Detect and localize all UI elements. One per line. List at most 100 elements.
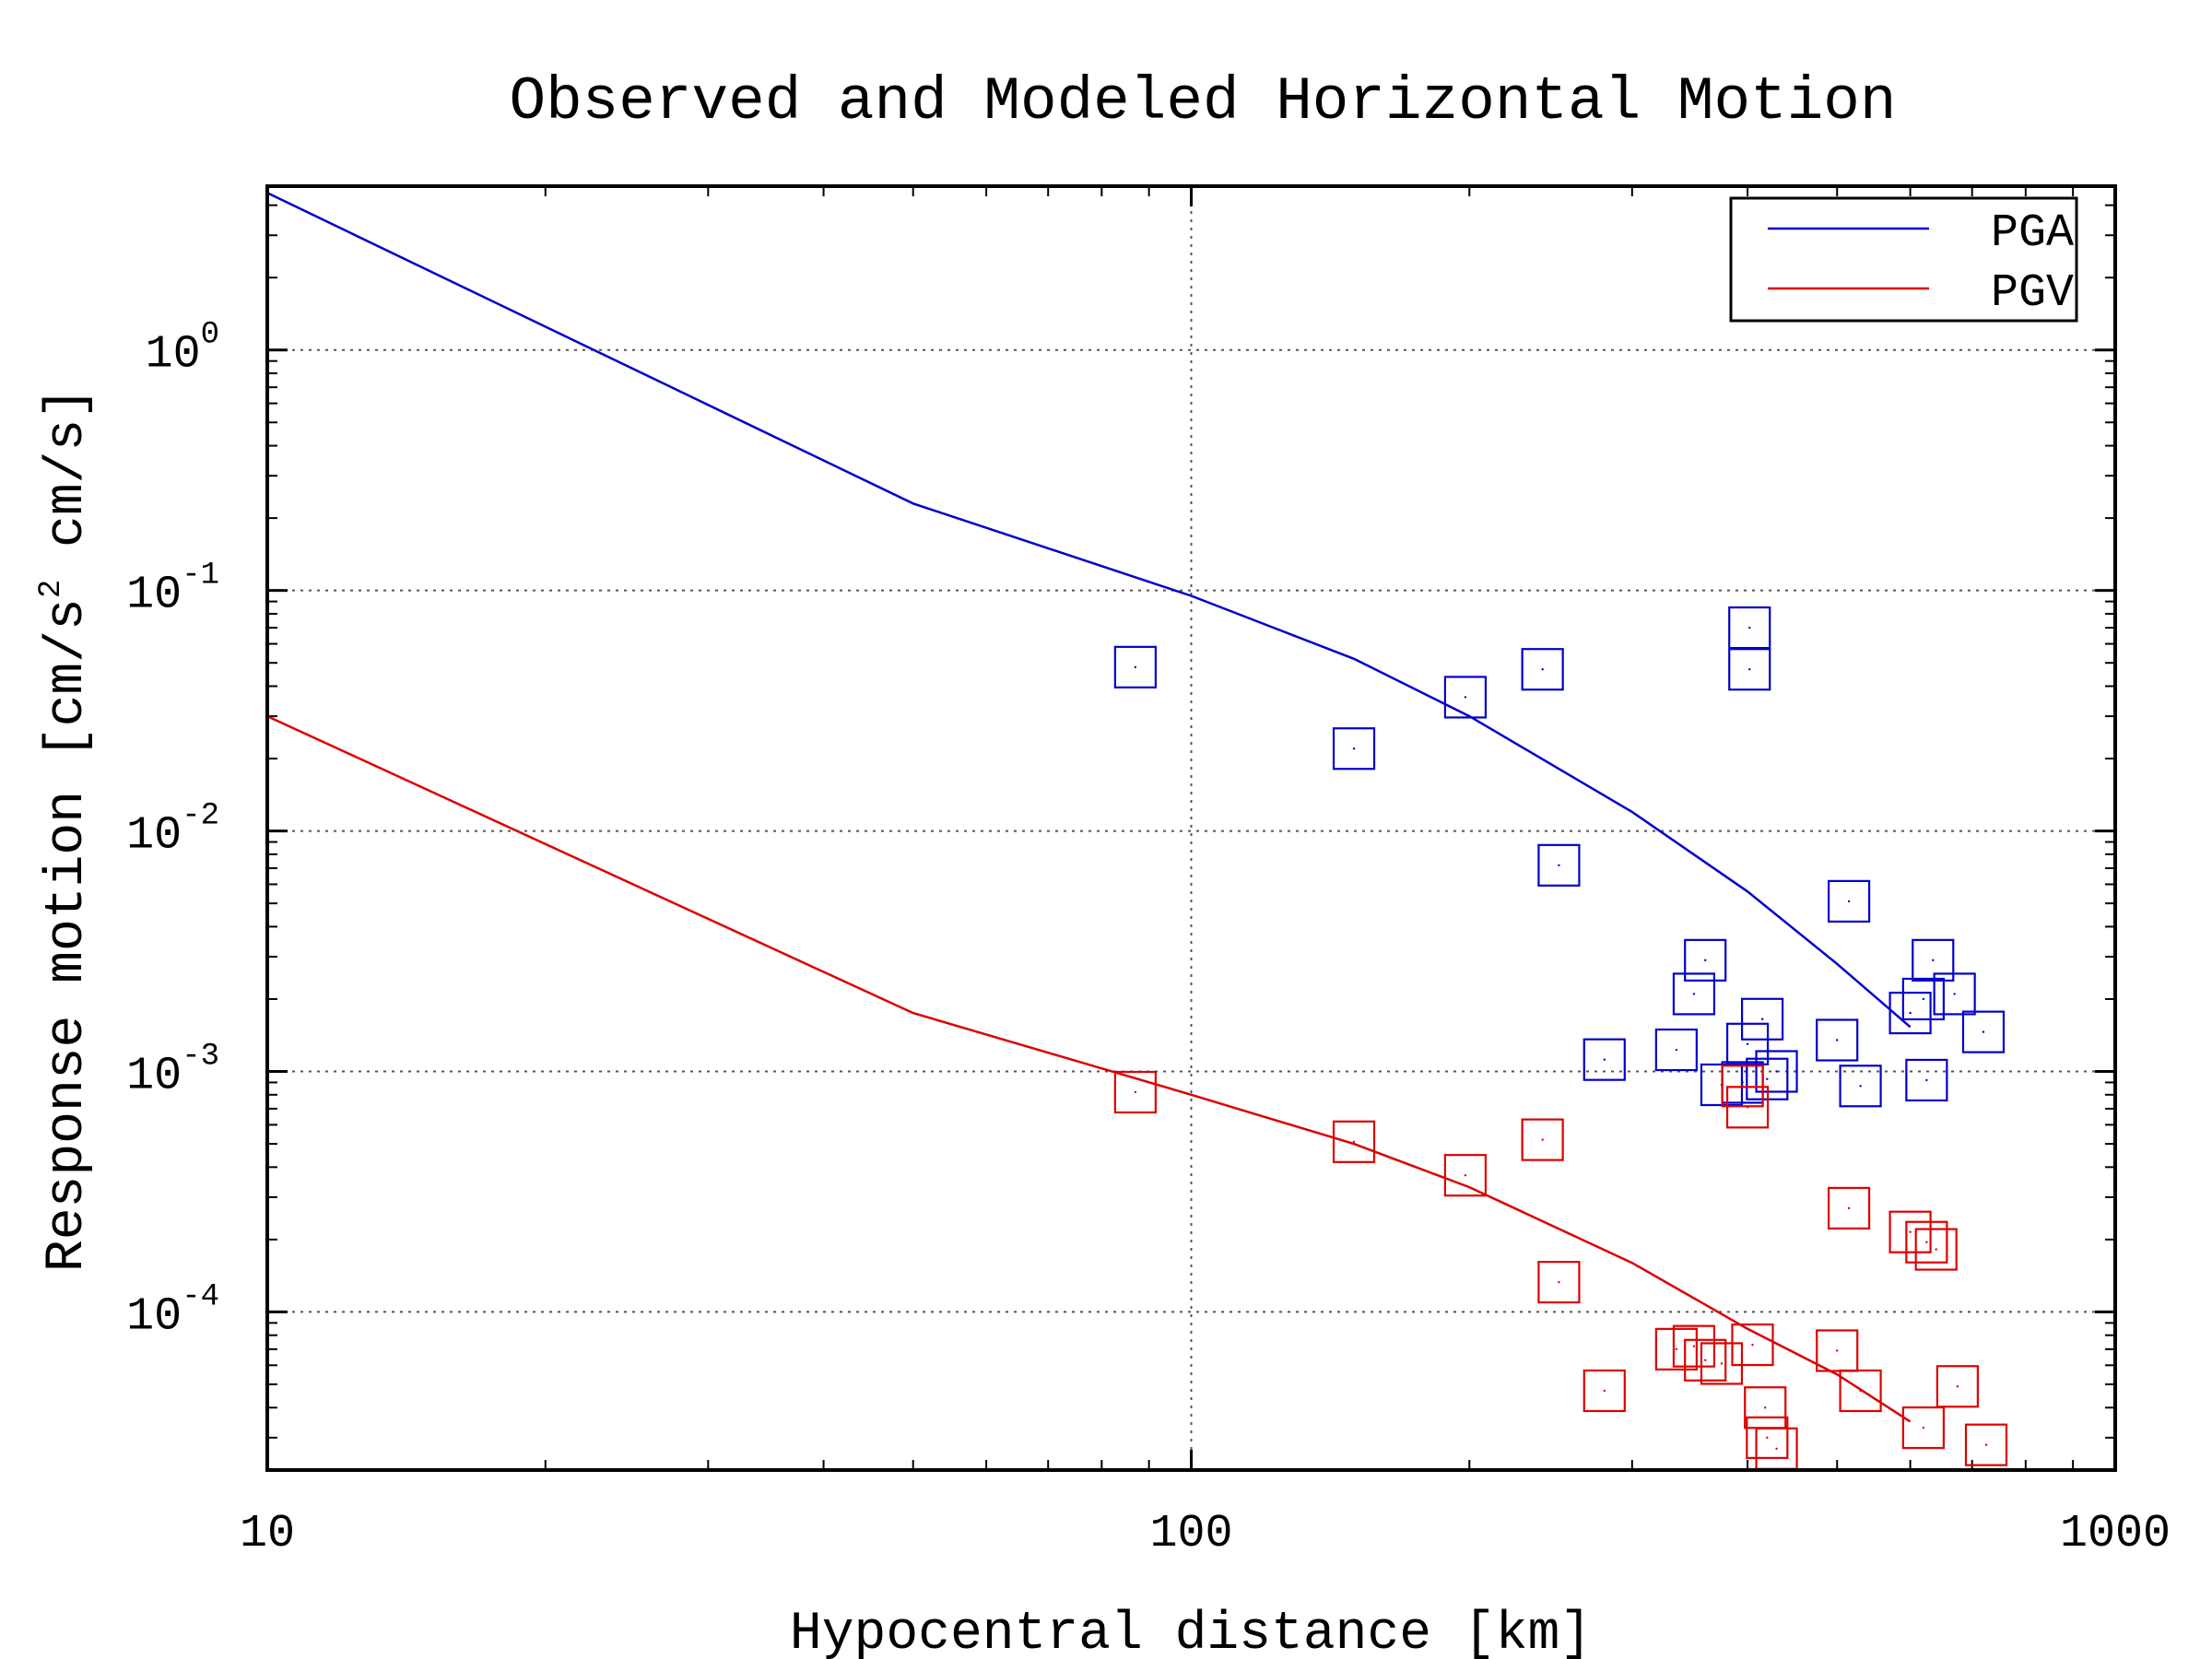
y-tick-label: 10-2 (126, 799, 219, 863)
observed-point-pgv (1134, 1090, 1137, 1094)
observed-point-pgv (1603, 1389, 1606, 1393)
legend-box (1729, 196, 2078, 323)
observed-point-pga (1748, 668, 1751, 671)
observed-point-pga (1925, 1078, 1928, 1082)
y-axis-label-suffix: cm/s] (38, 387, 98, 580)
x-tick-label: 1000 (2060, 1508, 2171, 1560)
observed-marker-pga (1332, 727, 1376, 771)
observed-marker-pga (1728, 648, 1771, 691)
observed-point-pga (1847, 900, 1851, 903)
model-lines (266, 192, 1912, 1423)
observed-marker-pga (1839, 1065, 1882, 1108)
observed-marker-pgv (1914, 1228, 1958, 1271)
model-line-pgv (266, 714, 1912, 1423)
observed-point-pgv (1836, 1349, 1839, 1352)
observed-point-pga (1541, 668, 1544, 671)
observed-marker-pgv (1672, 1324, 1716, 1368)
y-tick-label: 100 (146, 318, 219, 382)
observed-marker-pga (1583, 1038, 1626, 1081)
chart-title: Observed and Modeled Horizontal Motion (509, 67, 1896, 136)
model-line-pga (266, 192, 1912, 1029)
observed-marker-pgv (1839, 1369, 1882, 1413)
observed-point-pgv (1984, 1443, 1988, 1446)
observed-marker-pga (1912, 938, 1955, 982)
observed-marker-pga (1113, 645, 1157, 688)
observed-marker-pgv (1332, 1120, 1376, 1163)
observed-point-pgv (1541, 1138, 1544, 1141)
y-tick-label-base: 10 (126, 1051, 182, 1103)
observed-point-pga (1775, 1070, 1778, 1073)
observed-marker-pgv (1537, 1261, 1581, 1304)
observed-point-pga (1760, 1018, 1764, 1020)
y-axis-label-exponent: 2 (34, 580, 69, 598)
observed-point-pga (1909, 1011, 1912, 1015)
y-tick-label-exponent: -1 (182, 559, 219, 594)
observed-point-pgv (1766, 1436, 1769, 1440)
x-tick-label: 10 (240, 1508, 295, 1560)
observed-marker-pga (1961, 1010, 2006, 1053)
observed-marker-pgv (1113, 1070, 1157, 1114)
observed-point-pgv (1675, 1347, 1678, 1351)
y-tick-label-base: 10 (146, 329, 201, 382)
observed-point-pga (1558, 864, 1560, 867)
observed-marker-pgv (1964, 1423, 2008, 1466)
observed-point-pgv (1558, 1280, 1560, 1284)
y-tick-label-base: 10 (126, 1290, 182, 1343)
observed-marker-pgv (1901, 1406, 1945, 1450)
observed-point-pga (1922, 997, 1925, 1001)
observed-marker-pgv (1746, 1416, 1789, 1459)
observed-point-pga (1748, 626, 1751, 629)
observed-point-pgv (1925, 1241, 1928, 1243)
observed-point-pgv (1859, 1389, 1862, 1393)
y-tick-label-exponent: -4 (182, 1279, 219, 1314)
observed-point-pga (1675, 1048, 1678, 1052)
observed-point-pgv (1464, 1173, 1467, 1177)
observed-point-pgv (1935, 1248, 1937, 1251)
observed-point-pgv (1751, 1343, 1754, 1347)
observed-marker-pga (1672, 972, 1716, 1016)
observed-marker-pgv (1521, 1118, 1564, 1161)
observed-marker-pga (1755, 1050, 1798, 1093)
observed-point-pgv (1956, 1385, 1959, 1388)
y-tick-label-base: 10 (126, 810, 182, 863)
observed-marker-pgv (1700, 1342, 1744, 1385)
observed-point-pga (1836, 1039, 1839, 1041)
observed-point-pga (1703, 959, 1707, 962)
y-tick-label: 10-3 (126, 1040, 219, 1103)
observed-marker-pgv (1816, 1329, 1859, 1372)
observed-marker-pga (1740, 997, 1784, 1041)
observed-marker-pga (1443, 676, 1488, 719)
observed-marker-pgv (1888, 1210, 1932, 1253)
observed-marker-pga (1654, 1028, 1698, 1072)
observed-point-pgv (1775, 1447, 1778, 1450)
observed-marker-pgv (1684, 1338, 1727, 1382)
observed-marker-pga (1684, 938, 1727, 982)
y-tick-label-base: 10 (126, 570, 182, 622)
observed-marker-pga (1521, 648, 1564, 691)
observed-marker-pga (1888, 991, 1932, 1035)
observed-marker-pgv (1827, 1186, 1871, 1230)
observed-point-pga (1953, 993, 1956, 995)
observed-marker-pga (1537, 843, 1581, 887)
observed-marker-pga (1905, 1058, 1948, 1102)
observed-point-pga (1982, 1030, 1985, 1033)
observed-marker-pga (1816, 1018, 1859, 1062)
legend: PGA PGV (1729, 196, 2078, 323)
y-tick-label: 10-4 (126, 1279, 219, 1343)
observed-marker-pgv (1936, 1365, 1979, 1408)
observed-point-pgv (1720, 1362, 1724, 1365)
observed-marker-pga (1901, 977, 1945, 1021)
observed-marker-pga (1728, 606, 1771, 650)
x-axis-label: Hypocentral distance [km] (790, 1605, 1592, 1659)
observed-point-pga (1352, 747, 1356, 750)
y-axis-label-prefix: Response motion [cm/s (38, 598, 98, 1272)
observed-point-pgv (1703, 1359, 1707, 1361)
observed-point-pga (1766, 1077, 1769, 1080)
observed-marker-pgv (1731, 1323, 1774, 1367)
gridlines (267, 186, 2115, 1470)
observed-marker-pga (1933, 972, 1976, 1016)
observed-point-pgv (1847, 1206, 1851, 1210)
observed-markers (1113, 606, 2008, 1470)
y-axis-label: Response motion [cm/s2 cm/s] (34, 387, 98, 1272)
